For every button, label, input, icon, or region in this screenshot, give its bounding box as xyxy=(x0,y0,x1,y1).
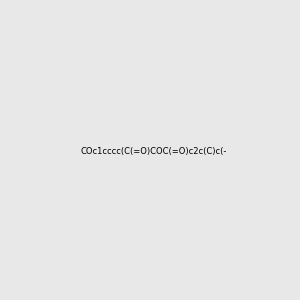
Text: COc1cccc(C(=O)COC(=O)c2c(C)c(-: COc1cccc(C(=O)COC(=O)c2c(C)c(- xyxy=(81,147,227,156)
